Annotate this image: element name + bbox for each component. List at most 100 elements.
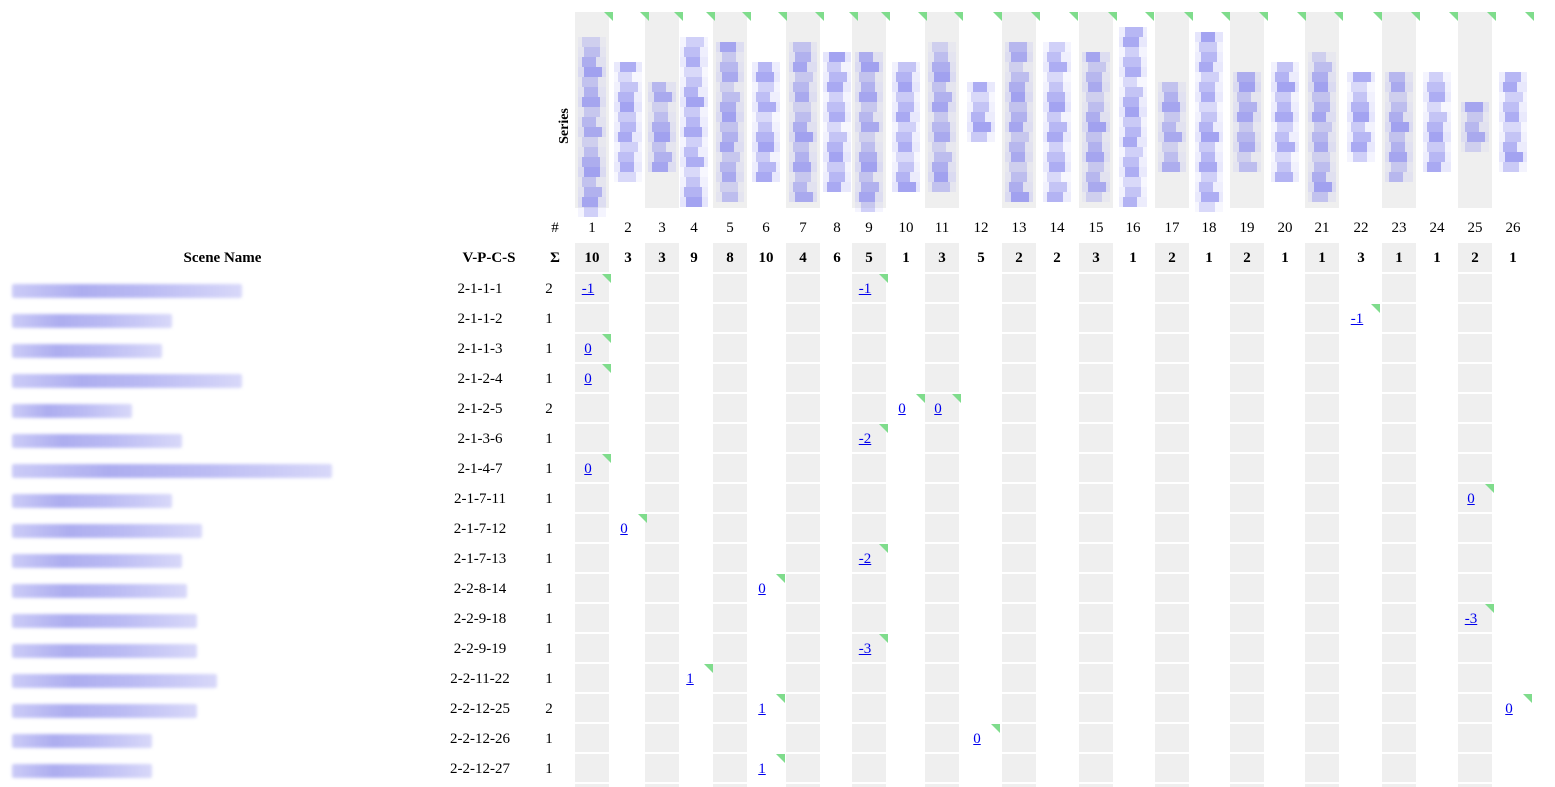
series-thumbnail[interactable] <box>1231 12 1263 208</box>
score-link[interactable]: 0 <box>584 371 592 387</box>
thumbnail-pixel-block <box>855 152 883 162</box>
series-thumbnail[interactable] <box>1080 12 1112 208</box>
score-link[interactable]: 0 <box>758 581 766 597</box>
row-sum: 1 <box>545 431 553 447</box>
thumbnail-pixel-block <box>686 117 700 127</box>
series-thumbnail[interactable] <box>1497 12 1529 208</box>
thumbnail-stripe <box>645 12 679 208</box>
thumbnail-pixel-block <box>1308 112 1336 122</box>
thumbnail-pixel-block <box>720 62 738 72</box>
series-thumbnail[interactable] <box>1041 12 1073 208</box>
column-total: 1 <box>1433 250 1441 266</box>
series-thumbnail[interactable] <box>1306 12 1338 208</box>
column-stripe <box>1230 243 1264 787</box>
thumbnail-pixel-block <box>1423 142 1451 152</box>
series-thumbnail[interactable] <box>612 12 644 208</box>
thumbnail-pixel-block <box>720 162 736 172</box>
thumbnail-pixel-block <box>1353 72 1371 82</box>
score-link[interactable]: 1 <box>758 701 766 717</box>
score-link[interactable]: 0 <box>1505 701 1513 717</box>
score-link[interactable]: -2 <box>858 431 872 447</box>
series-thumbnail[interactable] <box>576 12 608 217</box>
column-total: 3 <box>938 250 946 266</box>
score-link[interactable]: 0 <box>584 341 592 357</box>
column-stripe <box>852 243 886 787</box>
score-link[interactable]: -3 <box>1464 611 1478 627</box>
scene-name-redacted[interactable] <box>12 344 162 358</box>
series-thumbnail[interactable] <box>1156 12 1188 208</box>
thumbnail-pixel-block <box>1385 152 1413 162</box>
thumbnail-pixel-block <box>1314 102 1330 112</box>
series-thumbnail[interactable] <box>678 12 710 208</box>
series-thumbnail[interactable] <box>1193 12 1225 212</box>
series-thumbnail[interactable] <box>1459 12 1491 208</box>
scene-name-redacted[interactable] <box>12 734 152 748</box>
score-link[interactable]: 0 <box>620 521 628 537</box>
thumbnail-pixel-block <box>861 162 877 172</box>
series-thumbnail[interactable] <box>1269 12 1301 208</box>
scene-name-redacted[interactable] <box>12 584 187 598</box>
thumbnail-pixel-block <box>614 132 642 142</box>
thumbnail-pixel-block <box>720 182 738 192</box>
scene-name-redacted[interactable] <box>12 494 172 508</box>
series-thumbnail[interactable] <box>1383 12 1415 208</box>
score-link[interactable]: 0 <box>898 401 906 417</box>
thumbnail-pixel-block <box>1201 92 1215 102</box>
series-thumbnail[interactable] <box>890 12 922 208</box>
scene-name-redacted[interactable] <box>12 554 182 568</box>
thumbnail-pixel-block <box>1427 102 1441 112</box>
scene-name-redacted[interactable] <box>12 704 197 718</box>
scene-name-redacted[interactable] <box>12 434 182 448</box>
thumbnail-pixel-block <box>618 152 634 162</box>
score-link[interactable]: 1 <box>686 671 694 687</box>
thumbnail-pixel-block <box>1011 172 1027 182</box>
column-number: 16 <box>1125 220 1141 236</box>
score-link[interactable]: -3 <box>858 641 872 657</box>
score-link[interactable]: -1 <box>581 281 595 297</box>
thumbnail-pixel-block <box>1119 57 1147 67</box>
score-link[interactable]: 1 <box>758 761 766 777</box>
scene-name-redacted[interactable] <box>12 464 332 478</box>
series-thumbnail[interactable] <box>1421 12 1453 208</box>
score-link[interactable]: -1 <box>1350 311 1364 327</box>
row-separator <box>570 602 1535 604</box>
scene-name-redacted[interactable] <box>12 314 172 328</box>
thumbnail-pixel-block <box>892 62 920 72</box>
scene-name-redacted[interactable] <box>12 644 197 658</box>
series-thumbnail[interactable] <box>646 12 678 208</box>
series-thumbnail[interactable] <box>821 12 853 208</box>
score-link[interactable]: 0 <box>584 461 592 477</box>
thumbnail-pixel-block <box>795 132 813 142</box>
series-thumbnail[interactable] <box>1117 12 1149 208</box>
score-link[interactable]: -2 <box>858 551 872 567</box>
series-thumbnail[interactable] <box>1345 12 1377 208</box>
column-total: 5 <box>977 250 985 266</box>
series-thumbnail[interactable] <box>750 12 782 208</box>
score-link[interactable]: -1 <box>858 281 872 297</box>
scene-name-redacted[interactable] <box>12 404 132 418</box>
scene-name-redacted[interactable] <box>12 284 242 298</box>
scene-name-redacted[interactable] <box>12 674 217 688</box>
thumbnail-pixel-block <box>1503 162 1519 172</box>
score-link[interactable]: 0 <box>934 401 942 417</box>
series-thumbnail[interactable] <box>1003 12 1035 208</box>
row-sum: 2 <box>545 401 553 417</box>
series-thumbnail[interactable] <box>965 12 997 208</box>
scene-name-redacted[interactable] <box>12 524 202 538</box>
score-link[interactable]: 0 <box>973 731 981 747</box>
score-link[interactable]: 0 <box>1467 491 1475 507</box>
scene-name-redacted[interactable] <box>12 614 197 628</box>
series-thumbnail[interactable] <box>926 12 958 208</box>
thumbnail-pixel-block <box>823 62 851 72</box>
series-thumbnail[interactable] <box>787 12 819 208</box>
thumbnail-pixel-block <box>1049 122 1067 132</box>
thumbnail-pixel-block <box>1389 132 1405 142</box>
series-thumbnail[interactable] <box>853 12 885 212</box>
scene-name-redacted[interactable] <box>12 764 152 778</box>
thumbnail-pixel-block <box>934 172 948 182</box>
scene-name-redacted[interactable] <box>12 374 242 388</box>
thumbnail-pixel-block <box>722 112 736 122</box>
thumbnail-pixel-block <box>1123 57 1141 67</box>
thumbnail-pixel-block <box>1499 142 1527 152</box>
series-thumbnail[interactable] <box>714 12 746 208</box>
